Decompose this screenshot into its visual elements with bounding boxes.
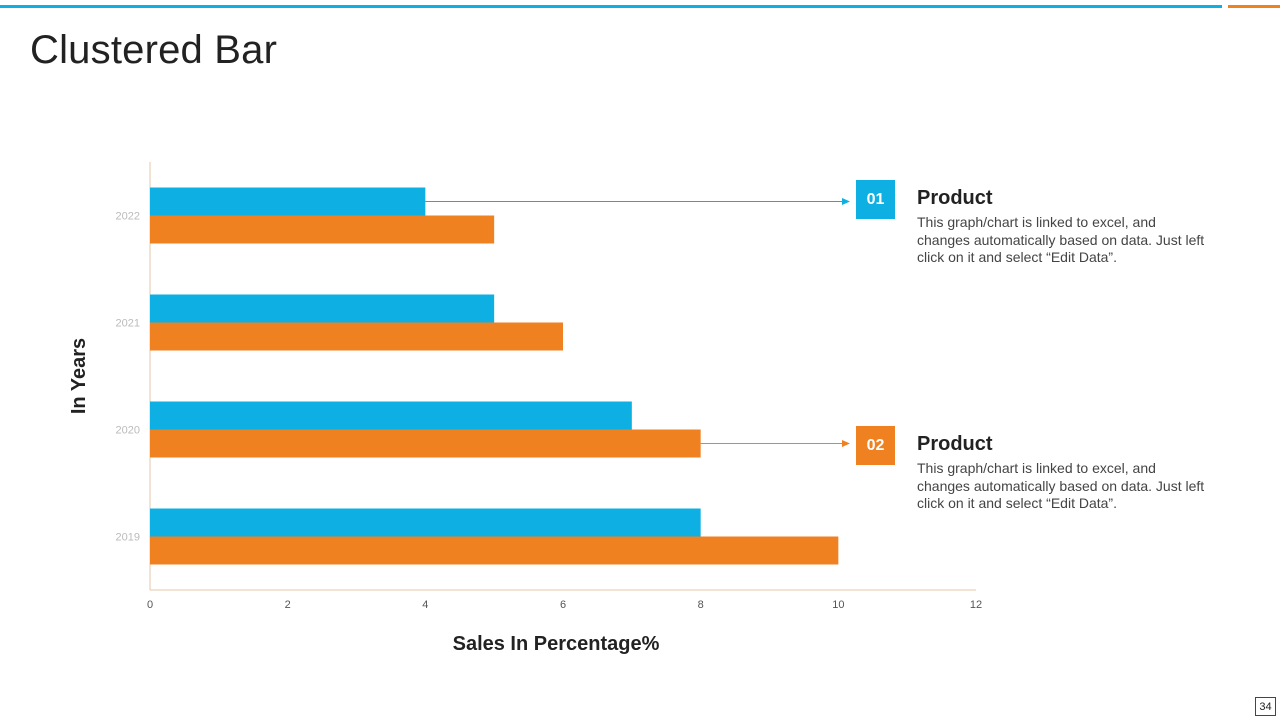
x-tick-label-12: 12 xyxy=(970,599,982,611)
x-tick-label-4: 4 xyxy=(422,599,428,611)
connector-arrow-01-head xyxy=(842,198,850,205)
slide-title: Clustered Bar xyxy=(30,28,278,72)
top-accent-line-blue xyxy=(0,5,1222,8)
callout-badge-02: 02 xyxy=(856,426,895,465)
bar-2019-series-1 xyxy=(150,508,701,537)
x-tick-label-6: 6 xyxy=(560,599,566,611)
bar-2022-series-1 xyxy=(150,187,426,216)
bar-2019-series-2 xyxy=(150,536,839,565)
bar-2021-series-1 xyxy=(150,294,495,323)
y-tick-label-2021: 2021 xyxy=(116,318,140,330)
y-tick-label-2019: 2019 xyxy=(116,532,140,544)
x-tick-label-0: 0 xyxy=(147,599,153,611)
callout-badge-01: 01 xyxy=(856,180,895,219)
page-number: 34 xyxy=(1255,697,1276,716)
connector-arrow-02-head xyxy=(842,440,850,447)
callout-description-02: This graph/chart is linked to excel, and… xyxy=(917,460,1205,511)
bar-2021-series-2 xyxy=(150,322,563,351)
callout-heading-02: Product xyxy=(917,433,993,455)
y-tick-label-2020: 2020 xyxy=(116,425,140,437)
y-axis-title: In Years xyxy=(68,338,90,414)
x-tick-label-10: 10 xyxy=(832,599,844,611)
callout-description-01: This graph/chart is linked to excel, and… xyxy=(917,214,1205,265)
top-accent-line-orange xyxy=(1228,5,1280,8)
y-tick-label-2022: 2022 xyxy=(116,211,140,223)
bar-2020-series-2 xyxy=(150,429,701,458)
bar-2022-series-2 xyxy=(150,215,495,244)
x-tick-label-8: 8 xyxy=(698,599,704,611)
bar-2020-series-1 xyxy=(150,401,632,430)
x-tick-label-2: 2 xyxy=(285,599,291,611)
callout-heading-01: Product xyxy=(917,187,993,209)
x-axis-title: Sales In Percentage% xyxy=(453,633,660,655)
